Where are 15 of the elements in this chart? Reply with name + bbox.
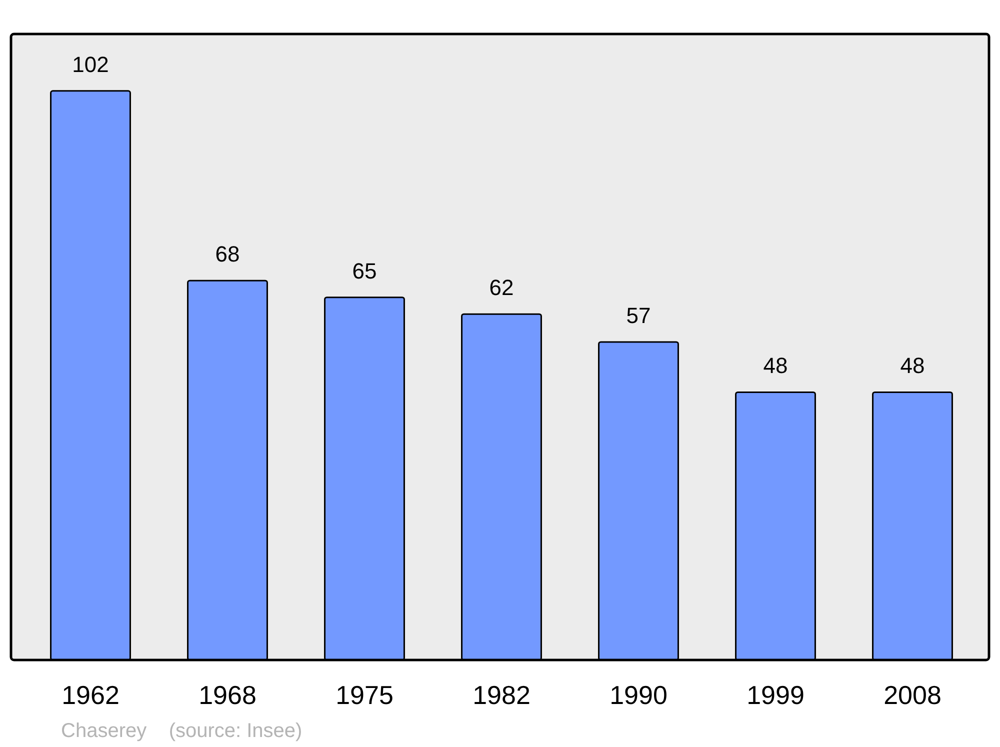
data-label: 68 [215, 242, 240, 267]
x-tick-label: 1968 [198, 680, 256, 710]
data-label: 57 [626, 302, 651, 328]
data-label: 48 [763, 353, 788, 378]
x-tick-label: 1990 [610, 680, 668, 710]
x-tick-label: 1975 [336, 680, 394, 710]
data-label: 65 [352, 258, 377, 284]
data-label: 62 [489, 275, 514, 300]
data-label: 102 [72, 52, 109, 77]
text: Chaserey (source: Insee) [61, 720, 302, 742]
x-tick-label: 1982 [472, 680, 530, 710]
x-tick-label: 1962 [62, 680, 120, 710]
x-tick-label: 2008 [884, 680, 942, 710]
x-tick-label: 1999 [746, 680, 804, 710]
data-label: 48 [900, 353, 925, 378]
